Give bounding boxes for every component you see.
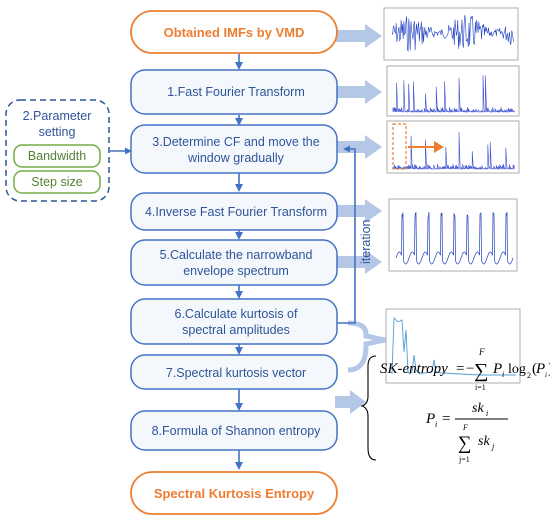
parameter-title-line1: 2.Parameter — [23, 109, 92, 123]
step-3-box — [130, 124, 338, 174]
formula-Pi-sub: i — [435, 420, 437, 429]
envelope-signal-line — [395, 211, 514, 265]
kurtosis-line — [391, 316, 516, 376]
window-spectrum-line — [392, 132, 515, 171]
formula-equals-1: = — [456, 361, 464, 377]
formula-P-sub: i — [502, 370, 504, 379]
step-5-box — [130, 239, 338, 286]
bandwidth-box — [13, 144, 101, 168]
formula-sum-lower: i=1 — [475, 383, 486, 392]
step-6-label-line2: spectral amplitudes — [182, 323, 290, 337]
formula-sum: ∑ — [474, 360, 488, 382]
start-node — [130, 10, 338, 54]
step-7-box — [130, 354, 338, 390]
fat-arrow-1 — [335, 24, 382, 48]
step-5-label-line2: envelope spectrum — [183, 264, 289, 278]
step-size-box — [13, 170, 101, 194]
step-8-label: 8.Formula of Shannon entropy — [152, 424, 322, 438]
formula-paren-close: ) — [548, 361, 550, 377]
step-1-box — [130, 69, 338, 115]
formula-den-sk: sk — [478, 434, 490, 449]
window-move-arrow — [408, 141, 444, 153]
formula-P2-sub: i — [545, 371, 547, 379]
end-node — [130, 471, 338, 515]
step-4-box — [130, 192, 338, 231]
formula-equals-2: = — [442, 411, 450, 427]
formula-brace — [360, 355, 377, 461]
fat-arrow-5 — [335, 250, 382, 274]
formula-log-base: 2 — [527, 371, 531, 380]
imf-signal-thumbnail — [383, 7, 519, 61]
formula-minus: − — [466, 361, 474, 377]
step-4-label: 4.Inverse Fast Fourier Transform — [145, 205, 327, 219]
formula-lhs: SK-entropy — [380, 361, 448, 377]
formula-numerator: sk — [472, 401, 484, 416]
formula-den-upper: F — [462, 423, 468, 432]
envelope-signal-thumbnail — [388, 198, 518, 272]
formula-P2: P — [535, 361, 545, 377]
fat-arrow-2 — [335, 80, 382, 104]
thumbnail-arrows — [335, 24, 382, 414]
formula-sum-upper: F — [478, 347, 485, 357]
end-node-label: Spectral Kurtosis Entropy — [154, 486, 315, 501]
fat-arrow-3 — [335, 135, 382, 159]
formula-P: P — [492, 361, 502, 377]
formula-log: log — [508, 362, 526, 377]
step-3-label-line2: window gradually — [187, 151, 285, 165]
formula-Pi: P — [425, 411, 435, 427]
step-8-box — [130, 410, 338, 451]
entropy-formula: SK-entropy = − F ∑ i=1 P i log 2 ( P i )… — [360, 347, 550, 464]
formula-den-lower: j=1 — [458, 455, 470, 464]
window-spectrum-thumbnail — [386, 120, 520, 174]
formula-paren-open: ( — [532, 361, 537, 377]
step-5-label-line1: 5.Calculate the narrowband — [160, 248, 313, 262]
fft-spectrum-thumbnail — [386, 65, 520, 117]
step-6-box — [130, 298, 338, 345]
window-box — [392, 123, 407, 170]
iteration-loop — [334, 145, 356, 324]
formula-den-sub: j — [491, 442, 495, 451]
fft-spectrum-line — [392, 74, 515, 114]
parameter-title-line2: setting — [39, 125, 76, 139]
bandwidth-label: Bandwidth — [28, 149, 86, 163]
fat-arrow-4 — [335, 199, 382, 223]
iteration-label: iteration — [359, 219, 373, 264]
step-3-label-line1: 3.Determine CF and move the — [152, 135, 319, 149]
step-size-label: Step size — [31, 175, 82, 189]
fat-arrow-8 — [335, 390, 366, 414]
step-boxes — [130, 69, 338, 451]
step-6-label-line1: 6.Calculate kurtosis of — [175, 307, 299, 321]
start-node-label: Obtained IMFs by VMD — [164, 25, 305, 40]
step-7-label: 7.Spectral kurtosis vector — [166, 366, 306, 380]
imf-signal-wave — [391, 15, 515, 52]
kurtosis-thumbnail — [385, 308, 521, 384]
bracket-6-7 — [347, 320, 386, 373]
step-1-label: 1.Fast Fourier Transform — [167, 85, 305, 99]
formula-den-sum: ∑ — [458, 433, 472, 454]
formula-numerator-sub: i — [486, 409, 488, 418]
